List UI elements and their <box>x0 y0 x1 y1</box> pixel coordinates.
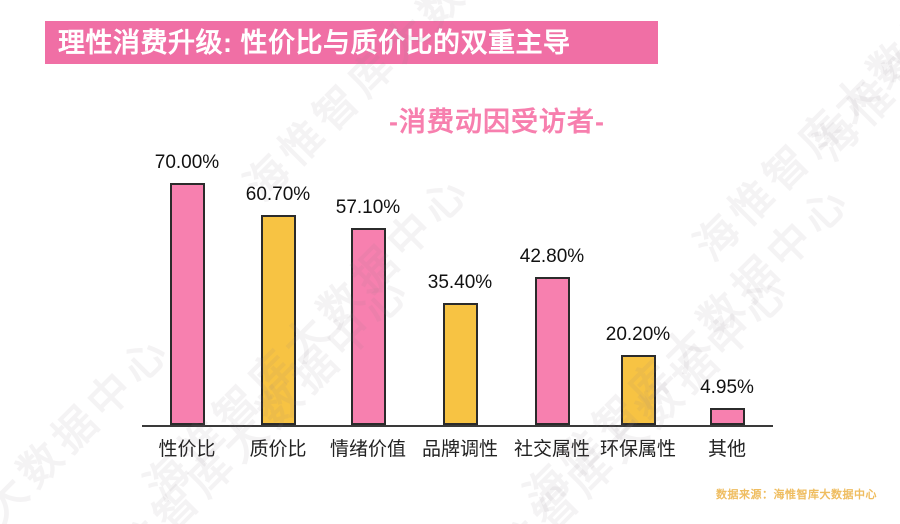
bar-value-label: 4.95% <box>700 377 754 398</box>
bar <box>620 355 656 425</box>
category-label: 社交属性 <box>513 439 590 460</box>
bar-value-label: 42.80% <box>519 246 585 267</box>
watermark-text: 海惟智库大数据中心 <box>685 0 900 270</box>
category-label: 品牌调性 <box>421 439 498 460</box>
category-label: 环保属性 <box>599 439 676 460</box>
bar-value-label: 70.00% <box>154 152 220 173</box>
bar <box>260 215 296 425</box>
bar-value-label: 60.70% <box>245 184 311 205</box>
category-label: 性价比 <box>158 439 216 460</box>
watermark-text: 海惟智库大数据中心 <box>0 324 181 524</box>
bar-value-label: 57.10% <box>335 197 401 218</box>
page-title-banner: 理性消费升级: 性价比与质价比的双重主导 <box>45 21 658 64</box>
chart-title: -消费动因受访者- <box>389 107 605 137</box>
bar <box>534 277 570 425</box>
category-label: 其他 <box>707 439 746 460</box>
data-source-note: 数据来源：海惟智库大数据中心 <box>716 489 877 501</box>
x-axis-line <box>142 425 773 427</box>
bar <box>442 303 478 425</box>
category-label: 质价比 <box>249 439 307 460</box>
bar <box>709 408 745 425</box>
watermark-text: 海惟智库大数据中心 <box>798 0 900 172</box>
bar <box>350 228 386 425</box>
bar <box>169 183 205 425</box>
bar-value-label: 35.40% <box>427 272 493 293</box>
category-label: 情绪价值 <box>329 439 406 460</box>
bar-value-label: 20.20% <box>605 324 671 345</box>
